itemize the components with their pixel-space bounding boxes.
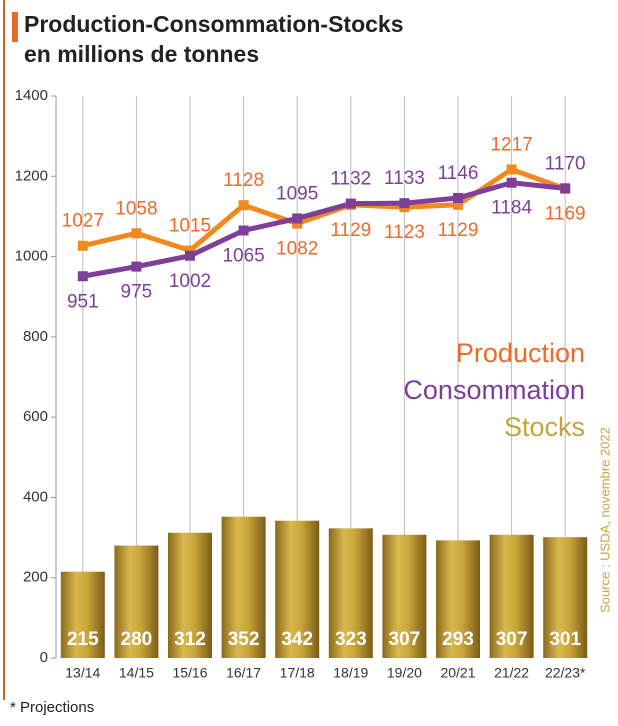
bar bbox=[328, 528, 373, 658]
value-label: 1123 bbox=[384, 222, 425, 243]
y-tick-label: 400 bbox=[23, 488, 48, 505]
bar-value-label: 293 bbox=[442, 629, 474, 650]
value-label: 1082 bbox=[276, 239, 318, 260]
legend-entry: Consommation bbox=[403, 375, 585, 405]
chart-subtitle: en millions de tonnes bbox=[24, 41, 259, 67]
bar-value-label: 215 bbox=[67, 629, 99, 650]
marker bbox=[292, 213, 303, 224]
value-label: 1095 bbox=[276, 183, 318, 204]
x-tick-label: 16/17 bbox=[226, 665, 261, 681]
bar bbox=[168, 532, 212, 658]
bar bbox=[114, 545, 159, 658]
value-label: 1027 bbox=[62, 211, 104, 232]
chart-title: Production-Consommation-Stocks bbox=[24, 11, 404, 37]
value-label: 951 bbox=[67, 291, 99, 312]
marker bbox=[77, 240, 88, 251]
marker bbox=[238, 200, 249, 211]
value-label: 1129 bbox=[330, 220, 371, 241]
bar bbox=[489, 534, 534, 658]
x-tick-label: 20/21 bbox=[440, 665, 475, 681]
value-label: 1065 bbox=[222, 245, 264, 266]
plot: 215 280 312 352 342 323 307 293 307 301 1027 1058 10… bbox=[60, 134, 588, 658]
x-tick-label: 14/15 bbox=[119, 665, 154, 681]
value-label: 1146 bbox=[438, 163, 479, 184]
bar-value-label: 280 bbox=[121, 629, 153, 650]
marker bbox=[345, 198, 356, 209]
bar bbox=[275, 520, 320, 658]
value-label: 1058 bbox=[115, 198, 157, 219]
x-tick-label: 22/23* bbox=[545, 665, 586, 681]
marker bbox=[560, 183, 571, 194]
value-label: 1129 bbox=[438, 220, 479, 241]
x-tick-label: 19/20 bbox=[387, 665, 422, 681]
bar bbox=[221, 516, 266, 658]
marker bbox=[506, 177, 517, 188]
bar-value-label: 312 bbox=[174, 629, 206, 650]
value-label: 1133 bbox=[384, 168, 425, 189]
bar-value-label: 301 bbox=[549, 629, 581, 650]
x-tick-label: 18/19 bbox=[333, 665, 368, 681]
source: Source : USDA, novembre 2022 bbox=[597, 427, 612, 613]
marker bbox=[131, 228, 142, 239]
y-tick-label: 600 bbox=[23, 408, 48, 425]
x-tick-label: 21/22 bbox=[494, 665, 529, 681]
y-tick-label: 0 bbox=[40, 649, 48, 666]
x-tick-label: 15/16 bbox=[172, 665, 207, 681]
y-tick-label: 800 bbox=[23, 328, 48, 345]
bar-value-label: 352 bbox=[228, 629, 260, 650]
y-tick-label: 1200 bbox=[15, 167, 48, 184]
marker bbox=[131, 261, 142, 272]
y-tick-label: 1000 bbox=[15, 248, 48, 265]
y-tick-label: 200 bbox=[23, 569, 48, 586]
bar bbox=[543, 537, 588, 658]
bar-value-label: 307 bbox=[389, 629, 421, 650]
value-label: 1169 bbox=[545, 204, 586, 225]
line bbox=[82, 166, 567, 254]
line bbox=[82, 180, 566, 279]
marker bbox=[185, 245, 195, 256]
bar bbox=[436, 540, 480, 658]
marker bbox=[453, 199, 463, 210]
value-label: 975 bbox=[121, 282, 153, 303]
footnote: * Projections bbox=[10, 699, 94, 716]
bar-value-label: 342 bbox=[281, 629, 313, 650]
x-tick-label: 13/14 bbox=[65, 665, 100, 681]
marker bbox=[506, 164, 517, 175]
value-label: 1015 bbox=[169, 216, 211, 237]
bar bbox=[60, 571, 105, 658]
value-label: 1132 bbox=[330, 169, 371, 190]
marker bbox=[292, 218, 303, 229]
marker bbox=[453, 192, 463, 203]
value-label: 1184 bbox=[491, 198, 532, 219]
bar bbox=[382, 534, 427, 658]
value-label: 1002 bbox=[169, 271, 211, 292]
legend-entry: Stocks bbox=[504, 412, 585, 442]
bar-value-label: 307 bbox=[496, 629, 528, 650]
bar-value-label: 323 bbox=[335, 629, 367, 650]
marker bbox=[238, 225, 249, 236]
marker bbox=[77, 271, 88, 282]
marker bbox=[399, 198, 410, 209]
title-marker bbox=[12, 12, 18, 42]
legend-entry: Production bbox=[456, 338, 585, 368]
value-label: 1217 bbox=[490, 134, 532, 155]
value-label: 1128 bbox=[223, 170, 264, 191]
value-label: 1170 bbox=[545, 153, 586, 174]
y-tick-label: 1400 bbox=[15, 87, 48, 104]
marker bbox=[185, 250, 195, 261]
x-tick-label: 17/18 bbox=[280, 665, 315, 681]
